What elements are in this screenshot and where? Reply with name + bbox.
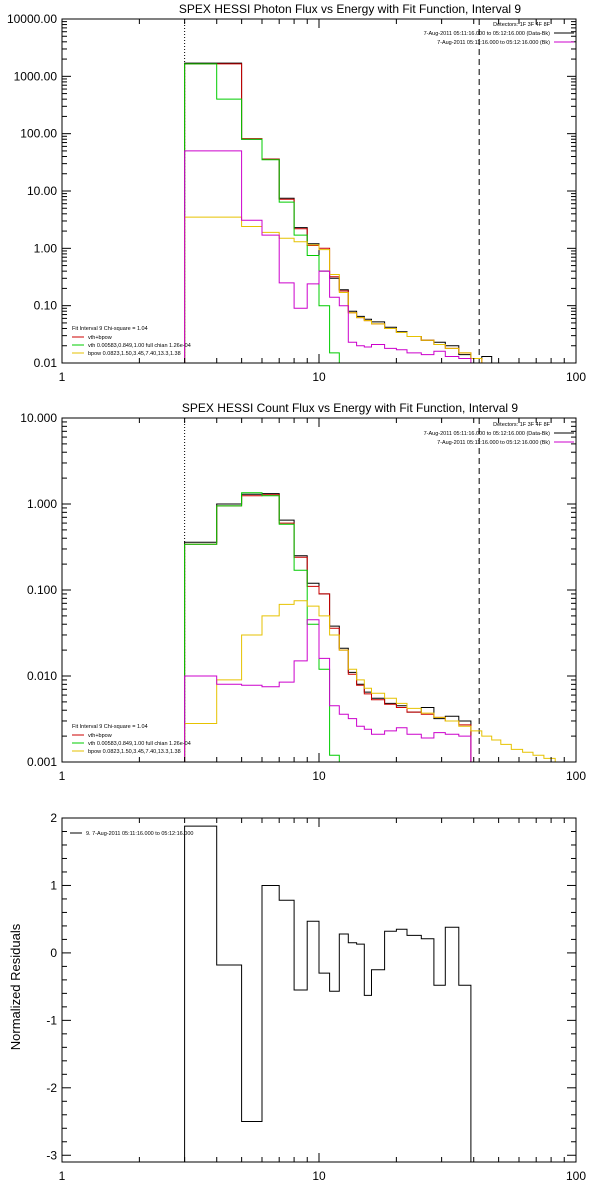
chart-axes: 1 10 100 10.000 1.000 0.100 0.010 0.001 <box>20 411 586 783</box>
chart-axes: 1 10 100 10000.00 1000.00 100.00 10.00 1.00 0.10… <box>7 12 586 384</box>
y-axis-label: Normalized Residuals <box>8 923 23 1050</box>
y-tick-label: 10.00 <box>27 184 57 198</box>
legend-bottom-left: Fit Interval 9 Chi-square = 1.04 vth+bpo… <box>72 326 191 357</box>
series-line-0 <box>184 493 472 762</box>
y-tick-label: 0.100 <box>27 583 57 597</box>
y-tick-label: 10000.00 <box>7 12 57 26</box>
y-tick-label: 0 <box>50 946 57 960</box>
x-tick-label: 1 <box>59 370 66 384</box>
legend-data-bk: 7-Aug-2011 05:11:16.000 to 05:12:16.000 … <box>424 31 551 37</box>
legend-fit-interval: Fit Interval 9 Chi-square = 1.04 <box>72 326 148 332</box>
x-tick-label: 100 <box>566 769 586 783</box>
legend-bpow: bpow 0.0823,1.50,3.45,7.40,13.3,1.38 <box>88 351 181 357</box>
x-tick-label: 10 <box>312 1169 326 1183</box>
legend-bottom-left: Fit Interval 9 Chi-square = 1.04 vth+bpo… <box>72 724 191 755</box>
y-tick-label: 0.001 <box>27 755 57 769</box>
chart-title: SPEX HESSI Photon Flux vs Energy with Fi… <box>179 2 521 16</box>
legend-fit: vth+bpow <box>88 733 112 739</box>
chart-title: SPEX HESSI Count Flux vs Energy with Fit… <box>182 401 518 415</box>
chart-marks <box>184 825 472 1162</box>
y-tick-label: -2 <box>46 1081 57 1095</box>
y-tick-label: 1000.00 <box>14 69 58 83</box>
y-tick-label: 1.00 <box>34 241 58 255</box>
series-line-2 <box>184 492 340 762</box>
y-tick-label: 2 <box>50 811 57 825</box>
y-tick-label: -1 <box>46 1013 57 1027</box>
y-tick-label: 100.00 <box>20 127 57 141</box>
chart-marks <box>184 19 523 363</box>
y-tick-label: 10.000 <box>20 411 57 425</box>
series-line-4 <box>184 619 472 762</box>
y-tick-label: 1 <box>50 878 57 892</box>
x-tick-label: 100 <box>566 1169 586 1183</box>
legend-vth: vth 0.00583,0.849,1.00 full chian 1.26e-… <box>88 343 191 349</box>
series-line-2 <box>184 63 349 363</box>
legend-data-bk: 7-Aug-2011 05:11:16.000 to 05:12:16.000 … <box>424 431 551 437</box>
y-tick-label: -3 <box>46 1148 57 1162</box>
legend-top-right: Detectors: 1F 3F 4F 8F 7-Aug-2011 05:11:… <box>424 422 574 446</box>
series-line-1 <box>184 494 472 762</box>
legend-bk: 7-Aug-2011 05:11:16.000 to 05:12:16.000 … <box>437 440 550 446</box>
x-tick-label: 10 <box>312 370 326 384</box>
y-tick-label: 0.10 <box>34 299 58 313</box>
chart-marks <box>184 418 576 762</box>
legend-fit: vth+bpow <box>88 335 112 341</box>
x-tick-label: 10 <box>312 769 326 783</box>
x-tick-label: 100 <box>566 370 586 384</box>
legend-residual: 9. 7-Aug-2011 05:11:16.000 to 05:12:16.0… <box>86 831 193 837</box>
y-tick-label: 1.000 <box>27 497 57 511</box>
y-tick-label: 0.01 <box>34 356 58 370</box>
legend-detectors: Detectors: 1F 3F 4F 8F <box>493 422 550 428</box>
series-line-4 <box>184 150 472 363</box>
y-tick-label: 0.010 <box>27 669 57 683</box>
legend-top-right: Detectors: 1F 3F 4F 8F 7-Aug-2011 05:11:… <box>424 22 574 46</box>
count-flux-chart: SPEX HESSI Count Flux vs Energy with Fit… <box>20 401 586 783</box>
legend-top-left: 9. 7-Aug-2011 05:11:16.000 to 05:12:16.0… <box>70 831 193 837</box>
photon-flux-chart: SPEX HESSI Photon Flux vs Energy with Fi… <box>7 2 586 384</box>
x-tick-label: 1 <box>59 769 66 783</box>
legend-detectors: Detectors: 1F 3F 4F 8F <box>493 22 550 28</box>
series-line-0 <box>184 825 472 1162</box>
legend-fit-interval: Fit Interval 9 Chi-square = 1.04 <box>72 724 148 730</box>
series-line-3 <box>184 600 576 762</box>
legend-bpow: bpow 0.0823,1.50,3.45,7.40,13.3,1.38 <box>88 749 181 755</box>
legend-vth: vth 0.00583,0.849,1.00 full chian 1.26e-… <box>88 741 191 747</box>
x-tick-label: 1 <box>59 1169 66 1183</box>
legend-bk: 7-Aug-2011 05:11:16.000 to 05:12:16.000 … <box>437 40 550 46</box>
